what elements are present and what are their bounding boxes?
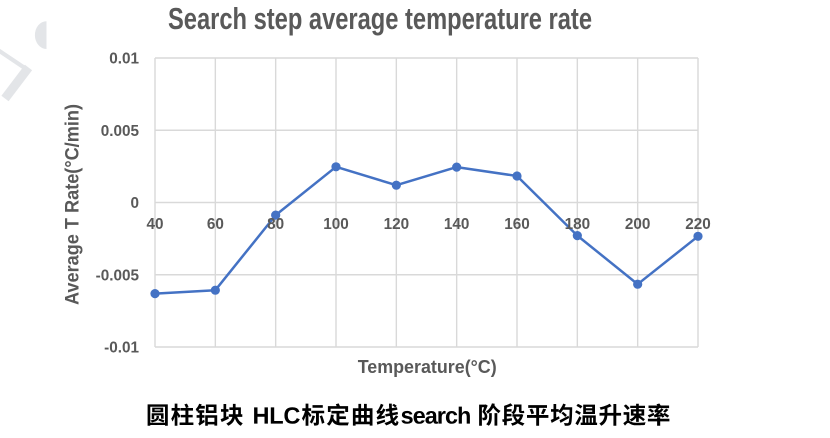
svg-text:220: 220 [685, 216, 711, 233]
svg-text:140: 140 [444, 216, 470, 233]
svg-text:100: 100 [323, 216, 349, 233]
svg-text:-0.005: -0.005 [96, 267, 140, 284]
svg-text:160: 160 [504, 216, 530, 233]
svg-text:-0.01: -0.01 [104, 340, 139, 357]
svg-text:200: 200 [625, 216, 651, 233]
svg-text:60: 60 [207, 216, 224, 233]
svg-text:180: 180 [565, 216, 591, 233]
svg-text:0: 0 [130, 195, 139, 212]
svg-text:Average T Rate(°C/min): Average T Rate(°C/min) [62, 104, 84, 305]
svg-text:40: 40 [146, 216, 163, 233]
svg-text:0.005: 0.005 [101, 123, 140, 140]
svg-text:Search step average temperatur: Search step average temperature rate [168, 2, 592, 36]
svg-text:Temperature(°C): Temperature(°C) [358, 357, 497, 377]
svg-text:120: 120 [384, 216, 410, 233]
svg-text:0.01: 0.01 [109, 51, 139, 68]
svg-text:80: 80 [267, 216, 284, 233]
